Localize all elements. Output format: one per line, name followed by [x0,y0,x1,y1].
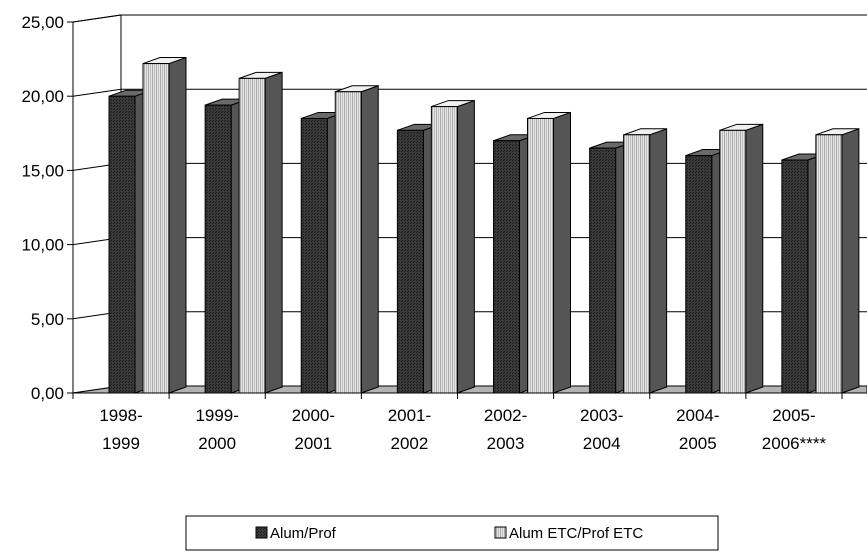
x-tick-label: 2003-2004 [580,406,623,453]
y-tick-label: 5,00 [31,310,64,329]
bar-alum-etc-prof-etc-1 [238,71,283,394]
bar-alum-etc-prof-etc-5 [623,128,668,394]
y-tick-label: 15,00 [21,161,64,180]
y-tick-label: 10,00 [21,236,64,255]
y-tick-label: 25,00 [21,13,64,32]
legend-entry: Alum ETC/Prof ETC [509,525,643,542]
x-tick-label: 2005-2006**** [762,406,827,453]
x-axis: 1998-1999 1999-2000 2000-2001 2001-2002 2002… [72,392,843,453]
bar-alum-etc-prof-etc-2 [334,85,379,394]
y-tick-label: 0,00 [31,384,64,403]
bar-alum-etc-prof-etc-6 [719,123,764,394]
bar-alum-etc-prof-etc-7 [815,128,860,394]
legend: Alum/Prof Alum ETC/Prof ETC [185,515,719,551]
legend-entry: Alum/Prof [270,525,337,542]
legend-swatch [494,526,507,539]
gridline-side [72,88,122,97]
bar-alum-etc-prof-etc-0 [142,56,187,394]
y-tick-label: 20,00 [21,87,64,106]
legend-box [185,515,719,551]
gridline-side [72,14,122,23]
x-tick-label: 2002-2003 [484,406,527,453]
y-axis: 0,00 5,00 10,00 15,00 20,00 25,00 [21,13,74,403]
x-tick-label: 1999-2000 [195,406,238,453]
x-tick-label: 1998-1999 [99,406,142,453]
bar-alum-etc-prof-etc-3 [430,99,475,394]
legend-swatch [255,526,268,539]
x-tick-label: 2001-2002 [388,406,431,453]
x-tick-label: 2000-2001 [292,406,335,453]
x-tick-label: 2004-2005 [676,406,719,453]
bars [108,56,860,394]
bar-alum-etc-prof-etc-4 [527,111,571,394]
